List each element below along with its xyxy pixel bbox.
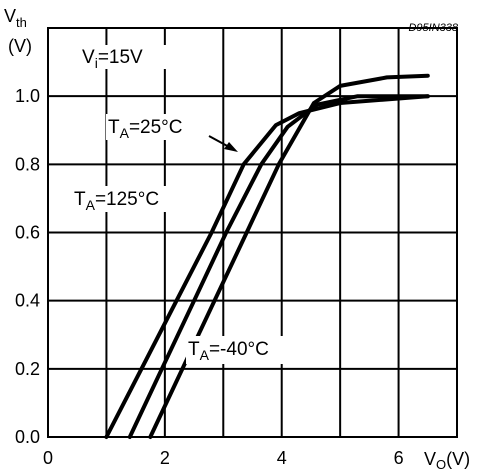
x-axis-label: VO(V) (424, 449, 470, 470)
label-125c-bg (72, 186, 187, 212)
series-label-minus40c: TA=-40°C (188, 339, 269, 363)
condition-label-bg (80, 45, 166, 69)
x-tick-label: 2 (160, 448, 170, 468)
x-tick-label: 0 (43, 448, 53, 468)
x-tick-label: 6 (394, 448, 404, 468)
series-line-25c (127, 94, 430, 439)
y-tick-label: 0.6 (15, 223, 40, 243)
x-tick-label: 4 (277, 448, 287, 468)
plot-grid (47, 27, 458, 438)
series-label-25c: TA=25°C (108, 117, 183, 141)
tick-labels: 0 2 4 6 0.0 0.2 0.4 0.6 0.8 1.0 (15, 86, 404, 468)
series-label-125c: TA=125°C (74, 189, 159, 213)
series-line-125c (104, 94, 430, 439)
y-tick-label: 0.2 (15, 359, 40, 379)
label-25c-bg (106, 114, 210, 140)
label-minus40c-bg (186, 336, 294, 364)
y-axis-label: Vth (4, 6, 27, 30)
condition-label: Vi=15V (82, 47, 143, 71)
y-tick-label: 0.4 (15, 291, 40, 311)
y-axis-unit: (V) (8, 36, 32, 56)
y-tick-label: 0.8 (15, 154, 40, 174)
y-tick-label: 1.0 (15, 86, 40, 106)
y-tick-label: 0.0 (15, 427, 40, 447)
arrow-25c (208, 135, 238, 152)
